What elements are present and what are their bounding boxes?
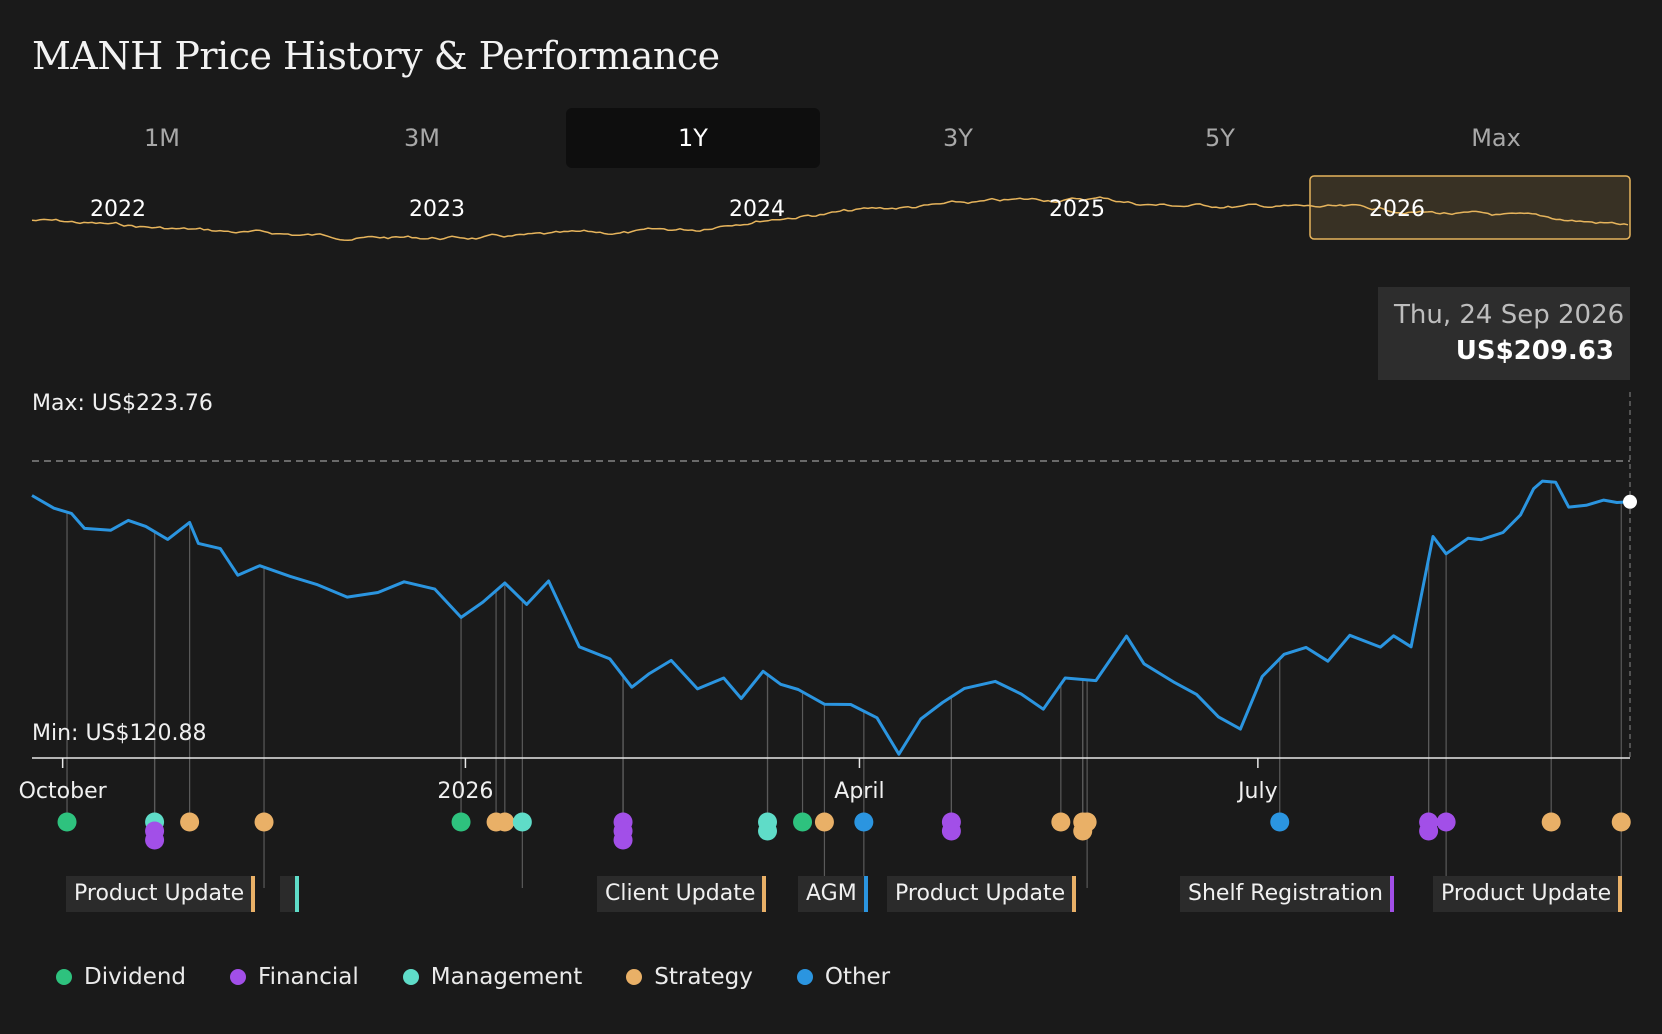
range-tabs: 1M 3M 1Y 3Y 5Y Max [32, 108, 1630, 168]
event-flag-exec-board-change[interactable] [280, 876, 299, 912]
event-marker-financial[interactable] [613, 830, 633, 850]
tab-5y[interactable]: 5Y [1205, 124, 1235, 152]
event-marker-strategy[interactable] [495, 812, 515, 832]
legend-label: Other [824, 964, 891, 990]
hover-point-marker [1623, 494, 1637, 509]
strategy-dot-icon [626, 969, 643, 985]
flag-color-bar [295, 876, 299, 912]
event-marker-financial[interactable] [1436, 812, 1456, 832]
tooltip-date: Thu, 24 Sep 2026 [1394, 300, 1625, 330]
tab-1m[interactable]: 1M [144, 124, 180, 152]
flag-color-bar [1072, 876, 1077, 912]
tab-max[interactable]: Max [1471, 124, 1521, 152]
event-flag-product-update[interactable]: Product Update [66, 876, 256, 912]
event-marker-dividend[interactable] [57, 812, 77, 832]
legend-label: Dividend [84, 964, 187, 990]
event-marker-strategy[interactable] [1051, 812, 1071, 832]
event-marker-financial[interactable] [1419, 821, 1439, 841]
event-marker-dividend[interactable] [451, 812, 471, 832]
overview-year-label: 2025 [1049, 197, 1105, 222]
hover-tooltip: Thu, 24 Sep 2026 US$209.63 [1378, 287, 1630, 380]
event-marker-management[interactable] [512, 812, 532, 832]
min-price-label: Min: US$120.88 [32, 721, 207, 746]
flag-color-bar [863, 876, 868, 912]
x-tick-label: April [834, 779, 884, 804]
event-marker-other[interactable] [854, 812, 874, 832]
flag-color-bar [762, 876, 767, 912]
event-marker-strategy[interactable] [254, 812, 274, 832]
event-marker-strategy[interactable] [1077, 812, 1097, 832]
flag-color-bar [1618, 876, 1623, 912]
legend-label: Strategy [654, 964, 753, 990]
event-flag-label: Shelf Registration [1188, 881, 1383, 906]
event-marker-strategy[interactable] [1611, 812, 1631, 832]
legend-item-other[interactable]: Other [796, 964, 891, 990]
tab-3m[interactable]: 3M [404, 124, 440, 152]
flag-color-bar [251, 876, 256, 912]
overview-year-label: 2023 [409, 197, 465, 222]
event-marker-strategy[interactable] [814, 812, 834, 832]
overview-navigator[interactable]: 2022 2023 2024 2025 2026 [31, 175, 1631, 241]
chart-legend: Dividend Financial Management Strategy O… [56, 962, 934, 992]
management-dot-icon [402, 969, 419, 985]
overview-year-label: 2022 [90, 197, 146, 222]
legend-label: Financial [258, 964, 359, 990]
event-marker-management[interactable] [758, 821, 778, 841]
event-flag-agm[interactable]: AGM [798, 876, 868, 912]
tooltip-price: US$209.63 [1455, 336, 1614, 366]
overview-line [31, 196, 1629, 241]
event-marker-financial[interactable] [941, 821, 961, 841]
event-marker-dividend[interactable] [793, 812, 813, 832]
event-flag-label: AGM [806, 881, 857, 906]
legend-item-strategy[interactable]: Strategy [626, 964, 753, 990]
x-tick-label: July [1236, 779, 1278, 804]
legend-item-management[interactable]: Management [402, 964, 583, 990]
overview-selection-window[interactable] [1309, 175, 1631, 240]
event-flag-product-update-3[interactable]: Product Update [1433, 876, 1623, 912]
overview-year-label: 2024 [729, 197, 785, 222]
legend-item-financial[interactable]: Financial [230, 964, 359, 990]
price-series-line [31, 479, 1631, 756]
event-flag-label: Product Update [1441, 881, 1612, 906]
page-title: MANH Price History & Performance [32, 34, 720, 78]
x-tick-label: 2026 [437, 779, 493, 804]
tab-1y[interactable]: 1Y [566, 108, 820, 168]
event-marker-other[interactable] [1270, 812, 1290, 832]
flag-color-bar [1389, 876, 1394, 912]
financial-dot-icon [230, 969, 247, 985]
event-flag-label: Client Update [605, 881, 756, 906]
legend-label: Management [430, 964, 583, 990]
event-marker-financial[interactable] [145, 830, 165, 850]
event-flag-product-update-2[interactable]: Product Update [887, 876, 1077, 912]
tab-3y[interactable]: 3Y [943, 124, 973, 152]
overview-year-label: 2026 [1369, 197, 1425, 222]
legend-item-dividend[interactable]: Dividend [56, 964, 186, 990]
max-price-label: Max: US$223.76 [32, 391, 213, 416]
event-flag-client-update[interactable]: Client Update [597, 876, 767, 912]
event-flag-shelf-registration[interactable]: Shelf Registration [1180, 876, 1394, 912]
dividend-dot-icon [56, 969, 72, 985]
event-flag-label: Product Update [895, 881, 1066, 906]
event-marker-strategy[interactable] [1541, 812, 1561, 832]
x-tick-label: October [19, 779, 108, 804]
event-flag-label: Product Update [74, 881, 245, 906]
other-dot-icon [796, 969, 813, 985]
event-marker-strategy[interactable] [180, 812, 200, 832]
